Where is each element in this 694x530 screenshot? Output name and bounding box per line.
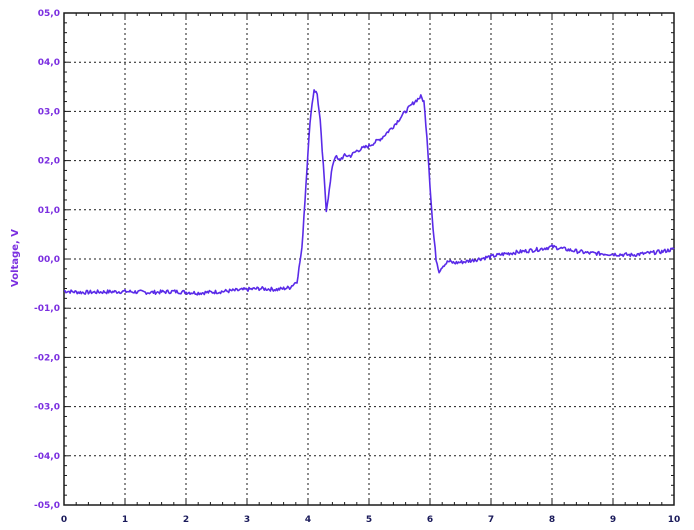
x-tick-label: 6 [427,515,433,525]
y-tick-label: 04,0 [38,58,60,68]
y-tick-label: 01,0 [38,206,60,216]
x-tick-label: 10 [668,515,681,525]
x-tick-label: 8 [549,515,555,525]
y-tick-labels: 05,0 04,0 03,0 02,0 01,0 00,0 -01,0 -02,0 -03,0 -… [34,9,60,511]
y-tick-label: -01,0 [34,304,60,314]
y-tick-label: -04,0 [34,452,60,462]
axes [63,12,675,506]
x-tick-label: 1 [122,515,128,525]
y-tick-label: 00,0 [38,255,60,265]
grid-lines [64,13,674,505]
x-tick-label: 5 [366,515,372,525]
y-tick-label: 03,0 [38,107,60,117]
series-line [63,89,675,296]
x-tick-label: 0 [61,515,67,525]
series-layer [63,89,675,296]
x-tick-label: 4 [305,515,311,525]
x-tick-label: 7 [488,515,494,525]
x-tick-label: 9 [610,515,616,525]
y-tick-label: 05,0 [38,9,60,19]
y-tick-label: -03,0 [34,403,60,413]
y-tick-label: -05,0 [34,501,60,511]
x-tick-labels: 0 1 2 3 4 5 6 7 8 9 10 [61,515,680,525]
y-tick-label: 02,0 [38,157,60,167]
y-axis-label: Voltage, V [10,229,21,287]
x-tick-label: 2 [183,515,189,525]
x-tick-label: 3 [244,515,250,525]
y-tick-label: -02,0 [34,353,60,363]
